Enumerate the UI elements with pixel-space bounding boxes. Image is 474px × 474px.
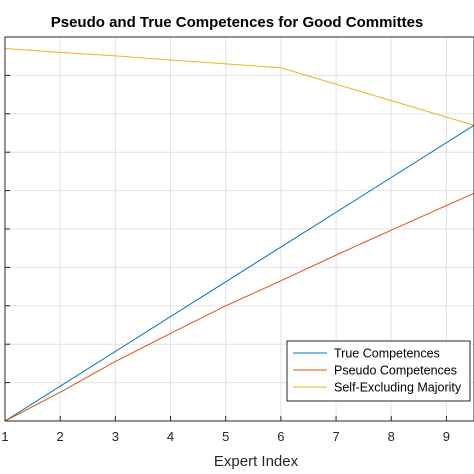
x-tick-label: 8 bbox=[388, 429, 395, 444]
legend-box bbox=[286, 340, 471, 402]
chart-title: Pseudo and True Competences for Good Com… bbox=[51, 14, 424, 31]
x-tick-label: 1 bbox=[1, 429, 8, 444]
x-axis-label: Expert Index bbox=[214, 453, 299, 470]
legend-label-2: Pseudo Competences bbox=[334, 364, 457, 378]
series-line-1 bbox=[4, 124, 474, 422]
x-tick-labels: 1 2 3 4 5 6 7 8 9 bbox=[1, 429, 450, 444]
series-line-2 bbox=[4, 192, 474, 422]
axis-ticks bbox=[4, 74, 447, 421]
x-tick-label: 6 bbox=[277, 429, 284, 444]
x-tick-label: 3 bbox=[112, 429, 119, 444]
x-tick-label: 2 bbox=[57, 429, 64, 444]
x-tick-label: 9 bbox=[443, 429, 450, 444]
series-lines bbox=[4, 48, 474, 422]
legend: True Competences Pseudo Competences Self-E… bbox=[286, 340, 471, 402]
series-line-3 bbox=[4, 48, 474, 126]
legend-label-1: True Competences bbox=[334, 347, 440, 361]
x-tick-label: 4 bbox=[167, 429, 174, 444]
x-tick-label: 5 bbox=[222, 429, 229, 444]
legend-label-3: Self-Excluding Majority bbox=[334, 381, 462, 395]
x-tick-label: 7 bbox=[332, 429, 339, 444]
